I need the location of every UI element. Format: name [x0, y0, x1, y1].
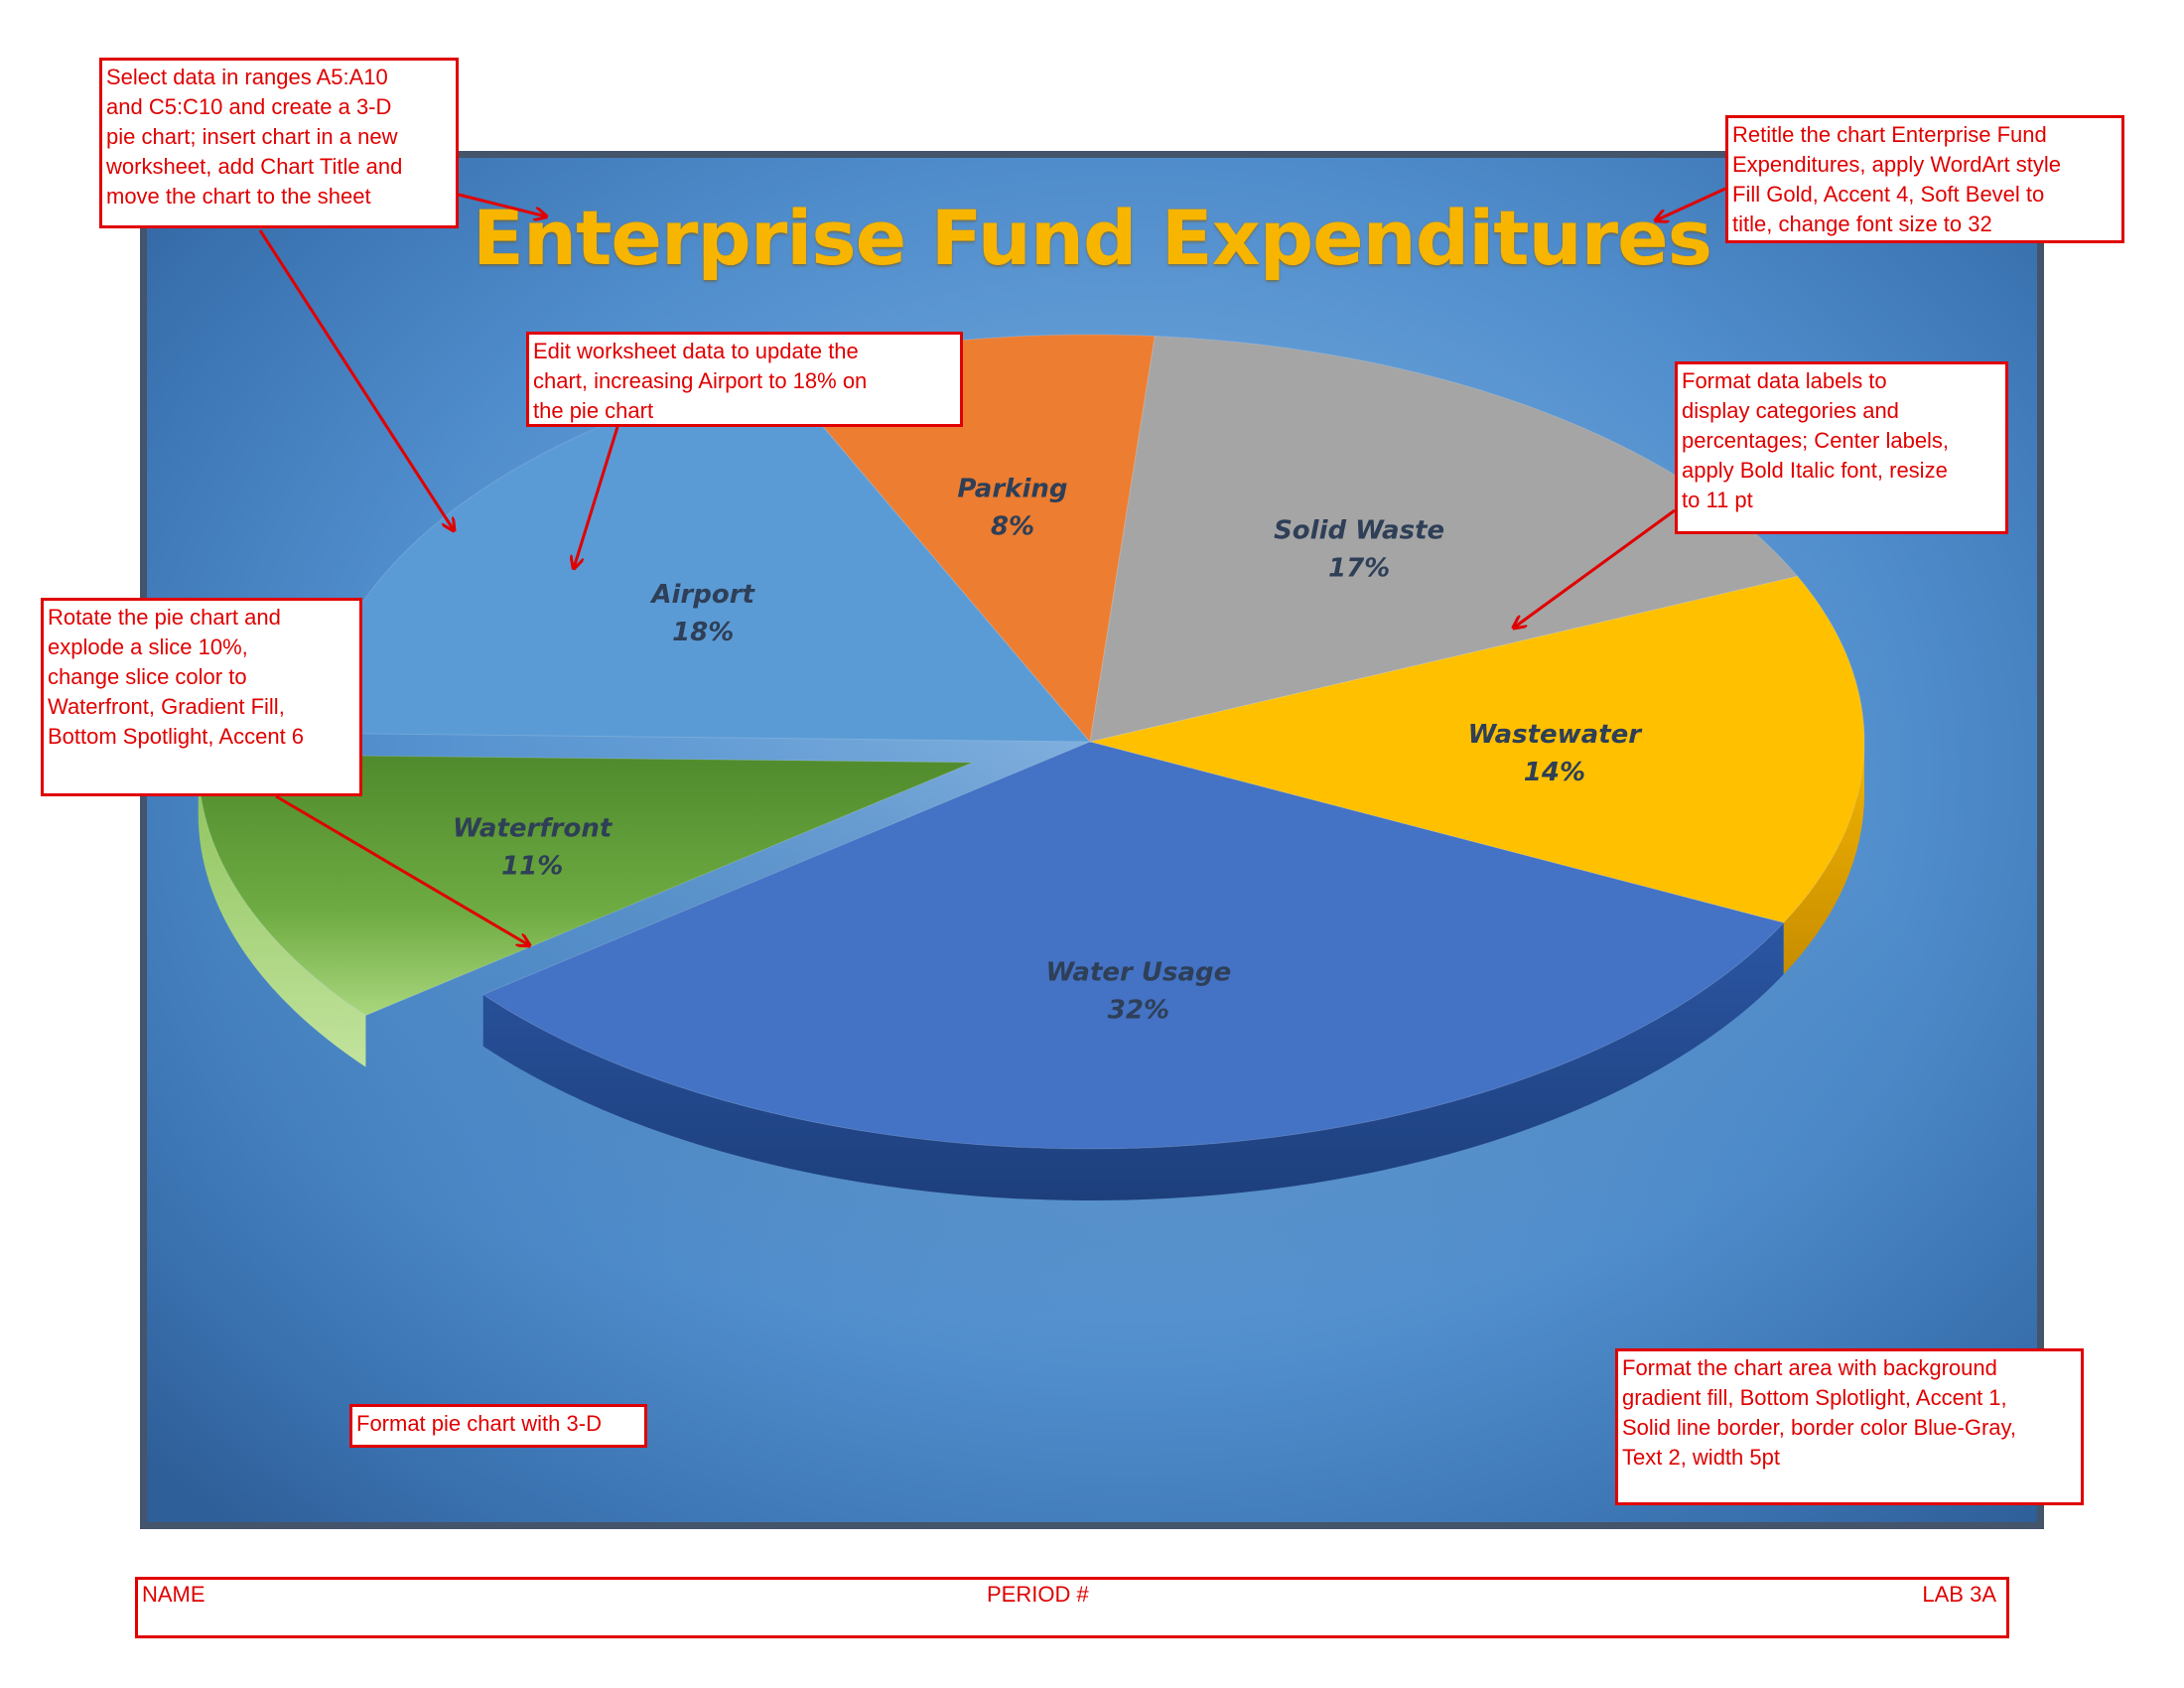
- slice-value-parking: 8%: [991, 511, 1034, 541]
- slice-wastewater: [1089, 575, 1865, 923]
- slice-label-waterfront: Waterfront: [453, 813, 614, 843]
- note-select-data: Select data in ranges A5:A10 and C5:C10 …: [99, 58, 459, 228]
- note-edit-data: Edit worksheet data to update the chart,…: [526, 332, 963, 427]
- note-retitle: Retitle the chart Enterprise Fund Expend…: [1725, 115, 2124, 243]
- slice-label-parking: Parking: [957, 474, 1067, 503]
- slice-value-waterfront: 11%: [501, 851, 563, 881]
- note-format-3d: Format pie chart with 3-D: [349, 1404, 647, 1448]
- footer-lab[interactable]: LAB 3A: [1922, 1582, 1996, 1607]
- slice-water-usage: [481, 741, 1785, 1150]
- slice-value-airport: 18%: [672, 618, 734, 647]
- note-format-chart-area: Format the chart area with background gr…: [1615, 1348, 2084, 1505]
- slice-label-wastewater: Wastewater: [1468, 720, 1644, 750]
- footer-name[interactable]: NAME: [142, 1582, 205, 1607]
- chart-title[interactable]: Enterprise Fund Expenditures: [473, 194, 1712, 282]
- rim-waterfront: [198, 762, 366, 1067]
- rim-water-usage: [482, 922, 1784, 1200]
- note-format-labels: Format data labels to display categories…: [1675, 361, 2008, 534]
- slice-value-solid-waste: 17%: [1328, 553, 1390, 583]
- footer-bar: NAME PERIOD # LAB 3A: [135, 1577, 2009, 1638]
- rim-wastewater: [1783, 742, 1864, 975]
- footer-period[interactable]: PERIOD #: [987, 1582, 1089, 1607]
- slice-label-solid-waste: Solid Waste: [1274, 515, 1444, 545]
- note-rotate: Rotate the pie chart and explode a slice…: [41, 598, 362, 796]
- pie-chart[interactable]: Wastewater 14% Water Usage 32% Waterfront 11%…: [147, 158, 2037, 1522]
- slice-label-water-usage: Water Usage: [1046, 958, 1232, 988]
- chart-area[interactable]: Enterprise Fund Expenditures: [140, 151, 2044, 1529]
- slice-value-water-usage: 32%: [1108, 996, 1169, 1026]
- slice-value-wastewater: 14%: [1524, 758, 1585, 787]
- slice-label-airport: Airport: [649, 580, 755, 610]
